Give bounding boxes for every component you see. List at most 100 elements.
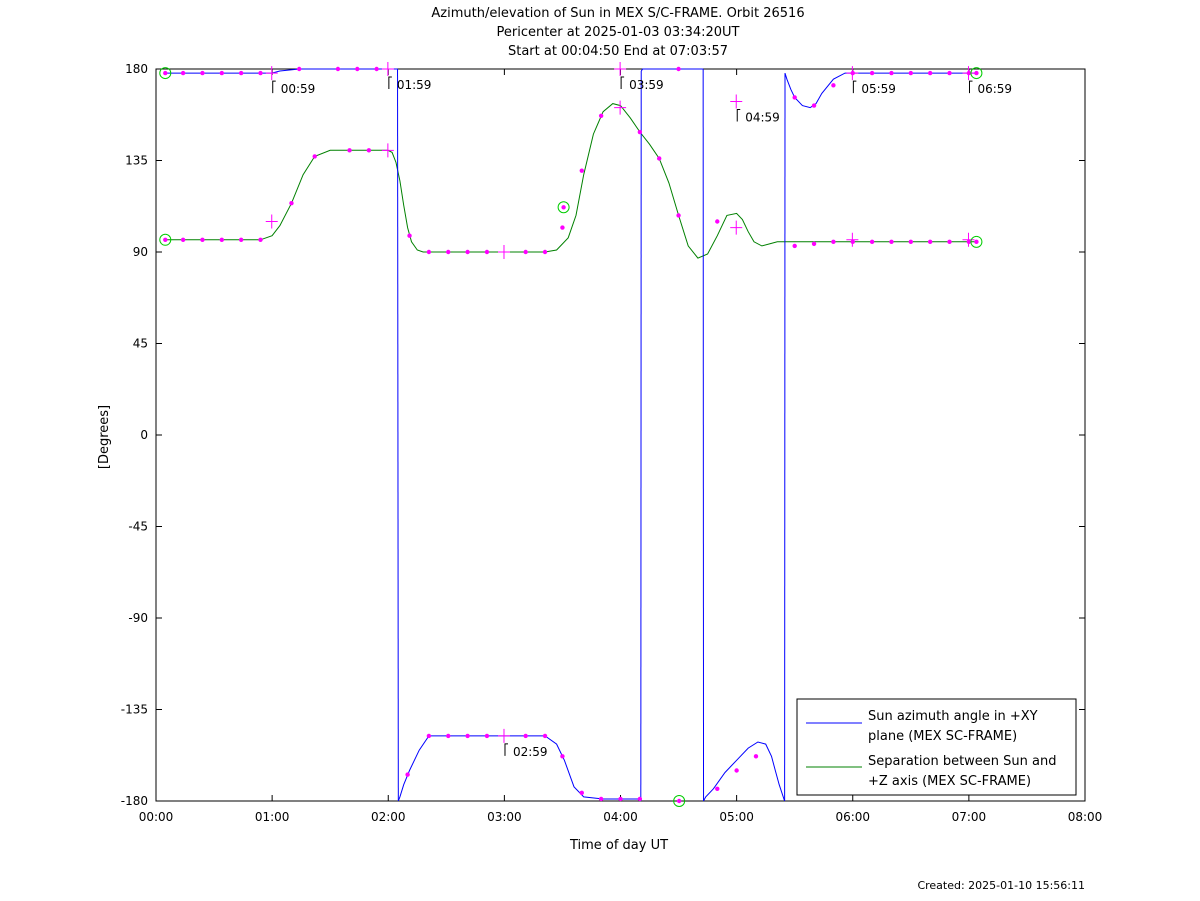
y-tick-label: 135 [125, 154, 148, 168]
annotation-pointer [852, 80, 857, 94]
data-point-azimuth [560, 754, 565, 759]
series-line-azimuth-segment [165, 68, 398, 74]
title-line-2: Pericenter at 2025-01-03 03:34:20UT [496, 25, 739, 40]
data-point-separation [579, 168, 584, 173]
data-point-separation [289, 201, 294, 206]
chart-title: Azimuth/elevation of Sun in MEX S/C-FRAM… [431, 6, 804, 59]
data-point-azimuth [258, 70, 263, 76]
data-point-separation [831, 239, 836, 245]
data-point-azimuth [484, 733, 490, 739]
data-point-separation [523, 249, 528, 255]
data-point-azimuth [637, 796, 643, 802]
data-point-separation [219, 237, 225, 242]
series-line-azimuth-segment [640, 68, 704, 72]
data-point-azimuth [180, 70, 186, 76]
annotation-pointer [504, 743, 508, 756]
legend-label-azimuth-1: Sun azimuth angle in +XY [868, 709, 1038, 724]
y-tick-label: -180 [121, 794, 148, 808]
data-point-azimuth [200, 70, 205, 76]
x-tick-label: 04:00 [603, 810, 638, 824]
data-point-azimuth [219, 70, 225, 76]
axis-ticks: 00:00 01:00 02:00 03:00 04:00 05:00 06:00 07:00… [121, 62, 1103, 824]
data-point-separation [180, 237, 186, 242]
data-point-separation [446, 249, 451, 255]
annotation-label: 01:59 [397, 78, 432, 92]
y-tick-label: 180 [125, 62, 148, 76]
x-axis-label: Time of day UT [569, 838, 668, 853]
annotation-label: 06:59 [977, 82, 1012, 96]
annotation-pointer [272, 80, 276, 94]
x-tick-label: 05:00 [719, 810, 754, 824]
special-point-separation [159, 233, 172, 246]
special-point-dot-separation [974, 239, 979, 245]
data-point-azimuth [465, 733, 470, 739]
data-point-azimuth [908, 70, 914, 76]
data-point-separation [637, 129, 643, 135]
data-point-separation [598, 113, 604, 118]
data-point-azimuth [523, 733, 528, 739]
data-point-separation [811, 241, 817, 247]
data-point-azimuth [405, 772, 410, 777]
data-point-azimuth [618, 796, 623, 802]
x-tick-label: 07:00 [952, 810, 987, 824]
annotation-layer: 00:59 01:59 02:59 03:59 04:59 05:59 06:59 [272, 76, 1012, 759]
x-tick-label: 03:00 [487, 810, 522, 824]
series-line-separation [165, 103, 976, 259]
data-point-azimuth [831, 83, 836, 88]
special-point-dot-azimuth [974, 70, 979, 76]
data-point-azimuth [426, 733, 432, 739]
x-tick-label: 01:00 [255, 810, 290, 824]
y-tick-label: -90 [128, 611, 148, 625]
data-point-separation [347, 148, 352, 153]
plot-frame [155, 68, 1086, 802]
data-point-azimuth [542, 733, 548, 739]
x-tick-label: 00:00 [139, 810, 174, 824]
legend-label-azimuth-2: plane (MEX SC-FRAME) [868, 729, 1017, 744]
marker-layer [159, 62, 983, 807]
data-point-azimuth [889, 70, 894, 76]
data-point-separation [484, 249, 490, 255]
hour-marker-separation [497, 245, 510, 259]
annotation-pointer [968, 80, 973, 94]
data-point-separation [869, 239, 875, 245]
data-point-separation [366, 148, 372, 153]
hour-marker-separation [730, 220, 743, 235]
data-point-separation [560, 225, 565, 230]
data-point-separation [715, 219, 720, 224]
hour-marker-azimuth [730, 94, 743, 109]
hour-marker-separation [614, 100, 627, 115]
annotation-label: 04:59 [745, 111, 780, 125]
legend-label-separation-1: Separation between Sun and [868, 754, 1056, 769]
hour-marker-separation [962, 232, 975, 247]
data-point-azimuth [335, 66, 341, 72]
data-point-separation [657, 156, 662, 161]
special-point-dot-azimuth [163, 70, 168, 76]
legend-label-separation-2: +Z axis (MEX SC-FRAME) [868, 774, 1031, 789]
hour-marker-azimuth [846, 66, 859, 81]
series-line-azimuth-wrap [397, 68, 399, 802]
data-point-separation [238, 237, 244, 242]
data-point-azimuth [598, 796, 604, 802]
special-point-azimuth [159, 67, 172, 80]
data-point-azimuth [869, 70, 875, 76]
data-point-azimuth [792, 95, 797, 100]
hour-marker-azimuth [265, 66, 278, 81]
data-point-separation [258, 237, 263, 242]
hour-marker-azimuth [614, 62, 627, 76]
hour-marker-azimuth [962, 66, 975, 81]
data-point-separation [889, 239, 894, 245]
x-tick-label: 08:00 [1068, 810, 1103, 824]
hour-marker-separation [265, 214, 278, 229]
series-line-azimuth-segment [703, 741, 786, 802]
data-point-azimuth [238, 70, 244, 76]
annotation-pointer [388, 76, 392, 89]
data-point-azimuth [715, 786, 720, 791]
annotation-label: 00:59 [281, 82, 316, 96]
data-point-separation [927, 239, 933, 245]
data-point-azimuth [374, 66, 379, 72]
special-point-dot-azimuth [676, 798, 682, 804]
special-point-azimuth [673, 795, 686, 807]
y-tick-label: 90 [133, 245, 148, 259]
hour-marker-separation [846, 232, 859, 247]
